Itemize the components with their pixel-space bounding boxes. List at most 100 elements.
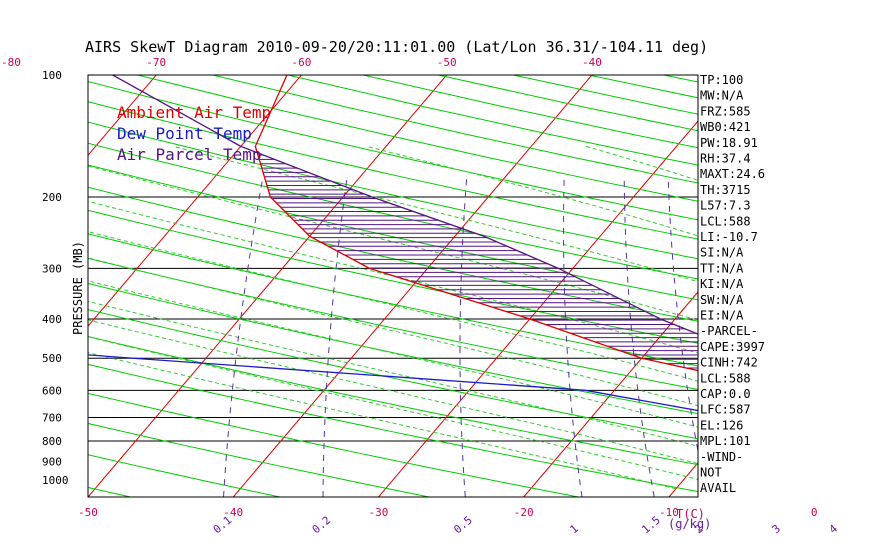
- mixing-ratio-line: [667, 178, 698, 454]
- dry-adiabat-line: [88, 309, 698, 440]
- legend: Ambient Air Temp Dew Point Temp Air Parc…: [117, 103, 271, 164]
- stat-item: TP:100: [700, 73, 743, 87]
- stat-item: LI:-10.7: [700, 230, 758, 244]
- isotherm-line: [0, 56, 27, 497]
- stat-item: RH:37.4: [700, 152, 751, 166]
- pressure-tick-label: 300: [42, 262, 62, 275]
- moist-adiabat-line: [172, 145, 698, 283]
- mixing-ratio-tick-label: 0.2: [310, 514, 334, 537]
- moist-adiabat-line: [88, 300, 698, 447]
- moist-adiabat-line: [790, 146, 870, 488]
- dry-adiabat-line: [287, 75, 698, 166]
- isotherm-line: [88, 75, 157, 157]
- top-temp-tick-label: -70: [146, 56, 166, 69]
- dry-adiabat-line: [363, 75, 698, 149]
- stat-item: LCL:588: [700, 214, 751, 228]
- mixing-ratio-line: [459, 178, 468, 497]
- pressure-tick-label: 400: [42, 313, 62, 326]
- dry-adiabat-line: [88, 392, 579, 497]
- series-line-0: [254, 75, 698, 372]
- dry-adiabat-line: [88, 142, 698, 280]
- legend-dewpoint: Dew Point Temp: [117, 124, 252, 143]
- stat-item: SW:N/A: [700, 293, 744, 307]
- stat-item: CINH:742: [700, 356, 758, 370]
- dry-adiabat-line: [88, 233, 698, 367]
- moist-adiabat-line: [366, 145, 698, 237]
- top-temp-tick-label: -60: [292, 56, 312, 69]
- stat-item: MPL:101: [700, 434, 751, 448]
- stat-item: PW:18.91: [700, 136, 758, 150]
- dry-adiabat-line: [88, 454, 280, 497]
- pressure-tick-label: 100: [42, 69, 62, 82]
- dry-adiabat-line: [88, 363, 698, 493]
- mixing-ratio-line: [322, 178, 348, 497]
- isotherm-line: [88, 75, 448, 497]
- stat-item: TH:3715: [700, 183, 751, 197]
- y-axis-label: PRESSURE (MB): [71, 241, 85, 335]
- stat-item: CAP:0.0: [700, 387, 751, 401]
- dry-adiabat-line: [88, 121, 698, 260]
- mixing-ratio-tick-label: 1: [567, 522, 580, 536]
- dry-adiabat-line: [88, 422, 430, 497]
- isotherm-line: [88, 75, 303, 327]
- stat-item: CAPE:3997: [700, 340, 765, 354]
- stat-item: AVAIL: [700, 481, 736, 495]
- mixing-ratio-tick-label: 3: [770, 522, 783, 536]
- top-temp-tick-label: -40: [582, 56, 602, 69]
- mixing-ratio-unit: (g/kg): [668, 517, 711, 531]
- top-temp-tick-label: -80: [1, 56, 21, 69]
- pressure-tick-label: 200: [42, 191, 62, 204]
- stat-item: LFC:587: [700, 403, 751, 417]
- bottom-temp-tick-label: 0: [811, 506, 818, 519]
- mixing-ratio-line: [223, 178, 264, 497]
- mixing-ratio-tick-label: 4: [827, 522, 841, 536]
- moist-adiabat-line: [88, 319, 698, 465]
- bottom-temp-tick-label: -40: [223, 506, 243, 519]
- pressure-tick-label: 700: [42, 411, 62, 424]
- stat-item: FRZ:585: [700, 104, 751, 118]
- stat-item: NOT: [700, 466, 722, 480]
- dry-adiabat-line: [88, 164, 698, 301]
- dry-adiabat-line: [88, 335, 698, 466]
- pressure-tick-label: 500: [42, 352, 62, 365]
- stat-item: WB0:421: [700, 120, 751, 134]
- chart-title: AIRS SkewT Diagram 2010-09-20/20:11:01.0…: [85, 38, 708, 56]
- pressure-tick-label: 800: [42, 435, 62, 448]
- bottom-temp-tick-label: -30: [369, 506, 389, 519]
- mixing-ratio-line: [623, 178, 655, 497]
- stat-item: KI:N/A: [700, 277, 744, 291]
- pressure-tick-label: 1000: [42, 474, 69, 487]
- dry-adiabat-line: [88, 209, 698, 344]
- series-line-1: [88, 354, 698, 412]
- top-temp-tick-label: -50: [437, 56, 457, 69]
- x-axis-label: T(C): [676, 507, 705, 521]
- stat-item: -WIND-: [700, 450, 743, 464]
- stat-item: EL:126: [700, 418, 743, 432]
- legend-parcel: Air Parcel Temp: [117, 145, 262, 164]
- mixing-ratio-line: [563, 178, 583, 497]
- dry-adiabat-line: [88, 486, 131, 497]
- bottom-temp-tick-label: -20: [514, 506, 534, 519]
- stat-item: -PARCEL-: [700, 324, 758, 338]
- mixing-ratio-line: [780, 178, 843, 497]
- stat-item: MAXT:24.6: [700, 167, 765, 181]
- legend-ambient: Ambient Air Temp: [117, 103, 271, 122]
- mixing-ratio-tick-label: 0.5: [451, 514, 475, 537]
- moist-adiabat-line: [88, 336, 698, 481]
- bottom-temp-tick-label: -50: [78, 506, 98, 519]
- pressure-tick-label: 600: [42, 384, 62, 397]
- bottom-temp-tick-label: -10: [659, 506, 679, 519]
- stat-item: EI:N/A: [700, 309, 744, 323]
- mixing-ratio-line: [848, 178, 870, 497]
- plot-area: [0, 56, 870, 497]
- stat-item: SI:N/A: [700, 246, 744, 260]
- isotherm-line: [814, 56, 870, 497]
- pressure-tick-label: 900: [42, 456, 62, 469]
- dry-adiabat-line: [88, 186, 698, 322]
- dry-adiabat-line: [739, 75, 870, 497]
- plot-frame: [87, 74, 699, 498]
- dry-adiabat-line: [814, 75, 870, 497]
- stat-item: LCL:588: [700, 371, 751, 385]
